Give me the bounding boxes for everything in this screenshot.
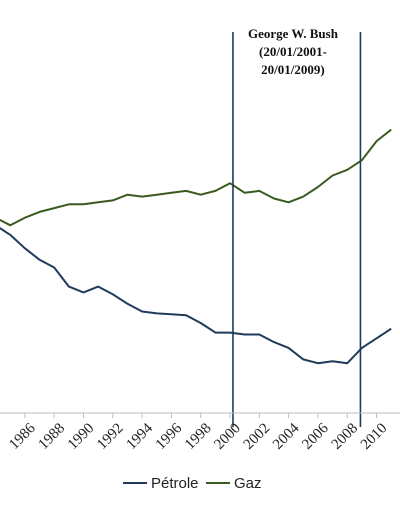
event-annotation-1: George W. Bush (20/01/2001- 20/01/2009) xyxy=(248,26,339,77)
x-tick-label: 1994 xyxy=(123,420,156,453)
annotation-line: (20/01/2001- xyxy=(259,44,327,59)
x-tick-label: 1992 xyxy=(94,420,127,453)
event-markers xyxy=(232,32,362,427)
x-tick-label: 2000 xyxy=(211,420,244,453)
x-tick-label: 2002 xyxy=(241,420,274,453)
x-tick-label: 2008 xyxy=(329,420,362,453)
x-tick-label: 1988 xyxy=(36,420,69,453)
event-annotations: George W. Bush(20/01/2001-20/01/2009)Ba(… xyxy=(248,26,339,77)
x-tick-label: 1990 xyxy=(65,420,98,453)
x-tick-label: 1996 xyxy=(153,420,186,453)
legend-label-petrole: Pétrole xyxy=(151,475,199,492)
x-tick-label: 1998 xyxy=(182,420,215,453)
x-tick-label: 2004 xyxy=(270,420,303,453)
x-tick-label: 2006 xyxy=(299,420,332,453)
legend: Pétrole Gaz xyxy=(123,475,262,492)
annotation-line: George W. Bush xyxy=(248,26,339,41)
series-lines xyxy=(0,128,392,365)
x-tick-label: 1986 xyxy=(6,420,39,453)
annotation-line: 20/01/2009) xyxy=(261,62,325,77)
x-axis: 1986198819901992199419961998200020022004… xyxy=(0,412,400,453)
series-line-gaz xyxy=(0,128,392,227)
legend-label-gaz: Gaz xyxy=(234,475,262,492)
series-line-petrole xyxy=(0,226,392,365)
x-tick-label: 2010 xyxy=(358,420,391,453)
